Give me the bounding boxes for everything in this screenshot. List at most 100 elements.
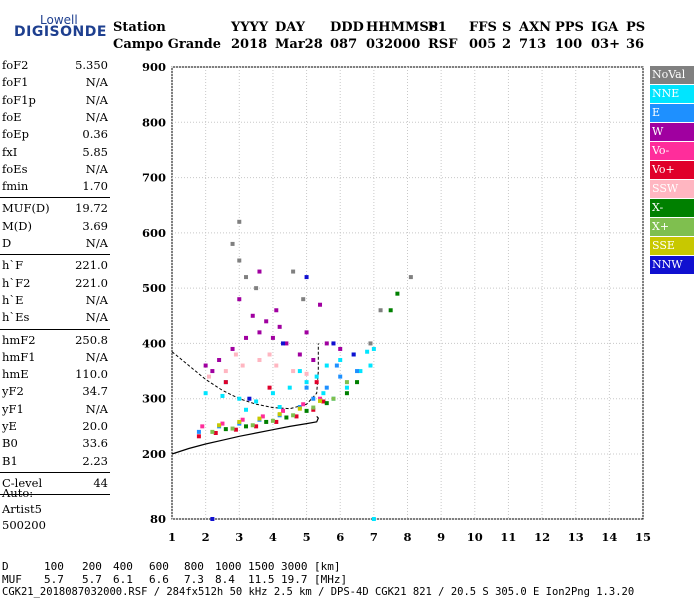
echo-point-x bbox=[250, 423, 255, 428]
muf-cell: 5.7 bbox=[82, 573, 102, 586]
param-value: 44 bbox=[93, 475, 108, 490]
echo-point-x bbox=[244, 424, 249, 429]
echo-point-ssw bbox=[267, 352, 272, 357]
echo-point-w bbox=[203, 363, 208, 368]
echo-point-nnw bbox=[304, 275, 309, 280]
header-label: PS bbox=[626, 20, 646, 35]
echo-point-vo bbox=[314, 380, 319, 385]
param-name: MUF(D) bbox=[2, 201, 50, 216]
echo-point-noval bbox=[378, 308, 383, 313]
echo-point-noval bbox=[230, 241, 235, 246]
echo-point-vo bbox=[213, 430, 218, 435]
echo-point-nne bbox=[358, 369, 363, 374]
echo-point-vo bbox=[301, 402, 306, 407]
header-value: 2 bbox=[502, 37, 512, 52]
header-label: IGA bbox=[591, 20, 619, 35]
legend-item-nne: NNE bbox=[650, 85, 694, 103]
echo-point-w bbox=[264, 319, 269, 324]
echo-point-x bbox=[304, 408, 309, 413]
echo-point-nne bbox=[254, 399, 259, 404]
param-name: foE bbox=[2, 109, 22, 124]
echo-point-w bbox=[277, 324, 282, 329]
param-value: N/A bbox=[85, 349, 108, 364]
param-divider bbox=[0, 494, 110, 496]
header-label: PPS bbox=[555, 20, 584, 35]
echo-point-w bbox=[237, 297, 242, 302]
param-value: 20.0 bbox=[82, 419, 108, 433]
param-row: h`E N/A bbox=[2, 293, 108, 309]
header-value: 087 bbox=[330, 37, 358, 52]
header-value: 03+ bbox=[591, 37, 620, 52]
distance-cell: 200 bbox=[82, 560, 102, 573]
param-row: foEs N/A bbox=[2, 162, 108, 178]
x-tick-label: 2 bbox=[202, 530, 210, 544]
param-value: N/A bbox=[85, 161, 108, 176]
echo-point-w bbox=[210, 369, 215, 374]
param-row: foF1 N/A bbox=[2, 75, 108, 91]
muf-cell: 7.3 bbox=[184, 573, 204, 586]
param-value: N/A bbox=[85, 236, 108, 250]
y-tick-label: 400 bbox=[142, 336, 166, 350]
echo-point-x bbox=[344, 391, 349, 396]
header-label: YYYY bbox=[231, 20, 269, 35]
param-row: fmin 1.70 bbox=[2, 179, 108, 195]
echo-point-sse bbox=[277, 412, 282, 417]
x-tick-label: 11 bbox=[500, 530, 516, 544]
header-label: HHMMSS bbox=[366, 20, 438, 35]
echo-point-nnw bbox=[351, 352, 356, 357]
echo-point-nnw bbox=[331, 341, 336, 346]
x-tick-label: 8 bbox=[403, 530, 411, 544]
echo-point-nne bbox=[314, 374, 319, 379]
echo-point-e bbox=[324, 385, 329, 390]
echo-point-ssw bbox=[304, 371, 309, 376]
echo-point-nne bbox=[220, 393, 225, 398]
echo-point-x bbox=[270, 418, 275, 423]
distance-cell: D bbox=[2, 560, 9, 573]
param-name: yE bbox=[2, 419, 17, 433]
legend-item-vo: Vo- bbox=[650, 142, 694, 160]
param-name: C-level bbox=[2, 475, 43, 490]
x-tick-label: 13 bbox=[568, 530, 584, 544]
echo-point-vo bbox=[254, 424, 259, 429]
logo-digisonde: DIGISONDE bbox=[14, 24, 107, 40]
legend-item-e: E bbox=[650, 104, 694, 122]
param-row: yF1 N/A bbox=[2, 402, 108, 418]
y-tick-label: 300 bbox=[142, 392, 166, 406]
echo-point-e bbox=[196, 429, 201, 434]
header-label: DDD bbox=[330, 20, 364, 35]
echo-point-nne bbox=[371, 346, 376, 351]
param-row: foE N/A bbox=[2, 110, 108, 126]
echo-point-sse bbox=[217, 423, 222, 428]
header-label: AXN bbox=[519, 20, 552, 35]
x-tick-label: 14 bbox=[601, 530, 617, 544]
echo-point-w bbox=[270, 335, 275, 340]
auto-scaling-text: Artist5 bbox=[2, 502, 42, 516]
echo-point-x bbox=[331, 396, 336, 401]
echo-point-vo bbox=[200, 424, 205, 429]
param-name: hmF2 bbox=[2, 332, 36, 347]
muf-cell: 11.5 bbox=[248, 573, 275, 586]
y-tick-label: 200 bbox=[142, 447, 166, 461]
header-value: Campo Grande bbox=[113, 37, 221, 52]
echo-point-x bbox=[291, 413, 296, 418]
echo-point-x bbox=[344, 380, 349, 385]
x-tick-label: 12 bbox=[534, 530, 550, 544]
echo-point-nne bbox=[237, 396, 242, 401]
param-name: foF1p bbox=[2, 92, 36, 107]
param-name: h`Es bbox=[2, 310, 30, 325]
param-value: 34.7 bbox=[82, 384, 108, 399]
echo-point-vo bbox=[233, 427, 238, 432]
echo-point-nne bbox=[270, 391, 275, 396]
muf-cell: MUF bbox=[2, 573, 22, 586]
echo-point-noval bbox=[408, 275, 413, 280]
x-tick-label: 1 bbox=[168, 530, 176, 544]
echo-point-vo bbox=[220, 421, 225, 426]
echo-point-vo bbox=[196, 434, 201, 439]
header-value: 005 bbox=[469, 37, 497, 52]
param-name: yF1 bbox=[2, 401, 24, 416]
echo-point-ssw bbox=[223, 369, 228, 374]
echo-point-sse bbox=[297, 406, 302, 411]
muf-cell: [MHz] bbox=[314, 573, 348, 586]
param-row: D N/A bbox=[2, 236, 108, 252]
param-row: foF2 5.350 bbox=[2, 58, 108, 74]
